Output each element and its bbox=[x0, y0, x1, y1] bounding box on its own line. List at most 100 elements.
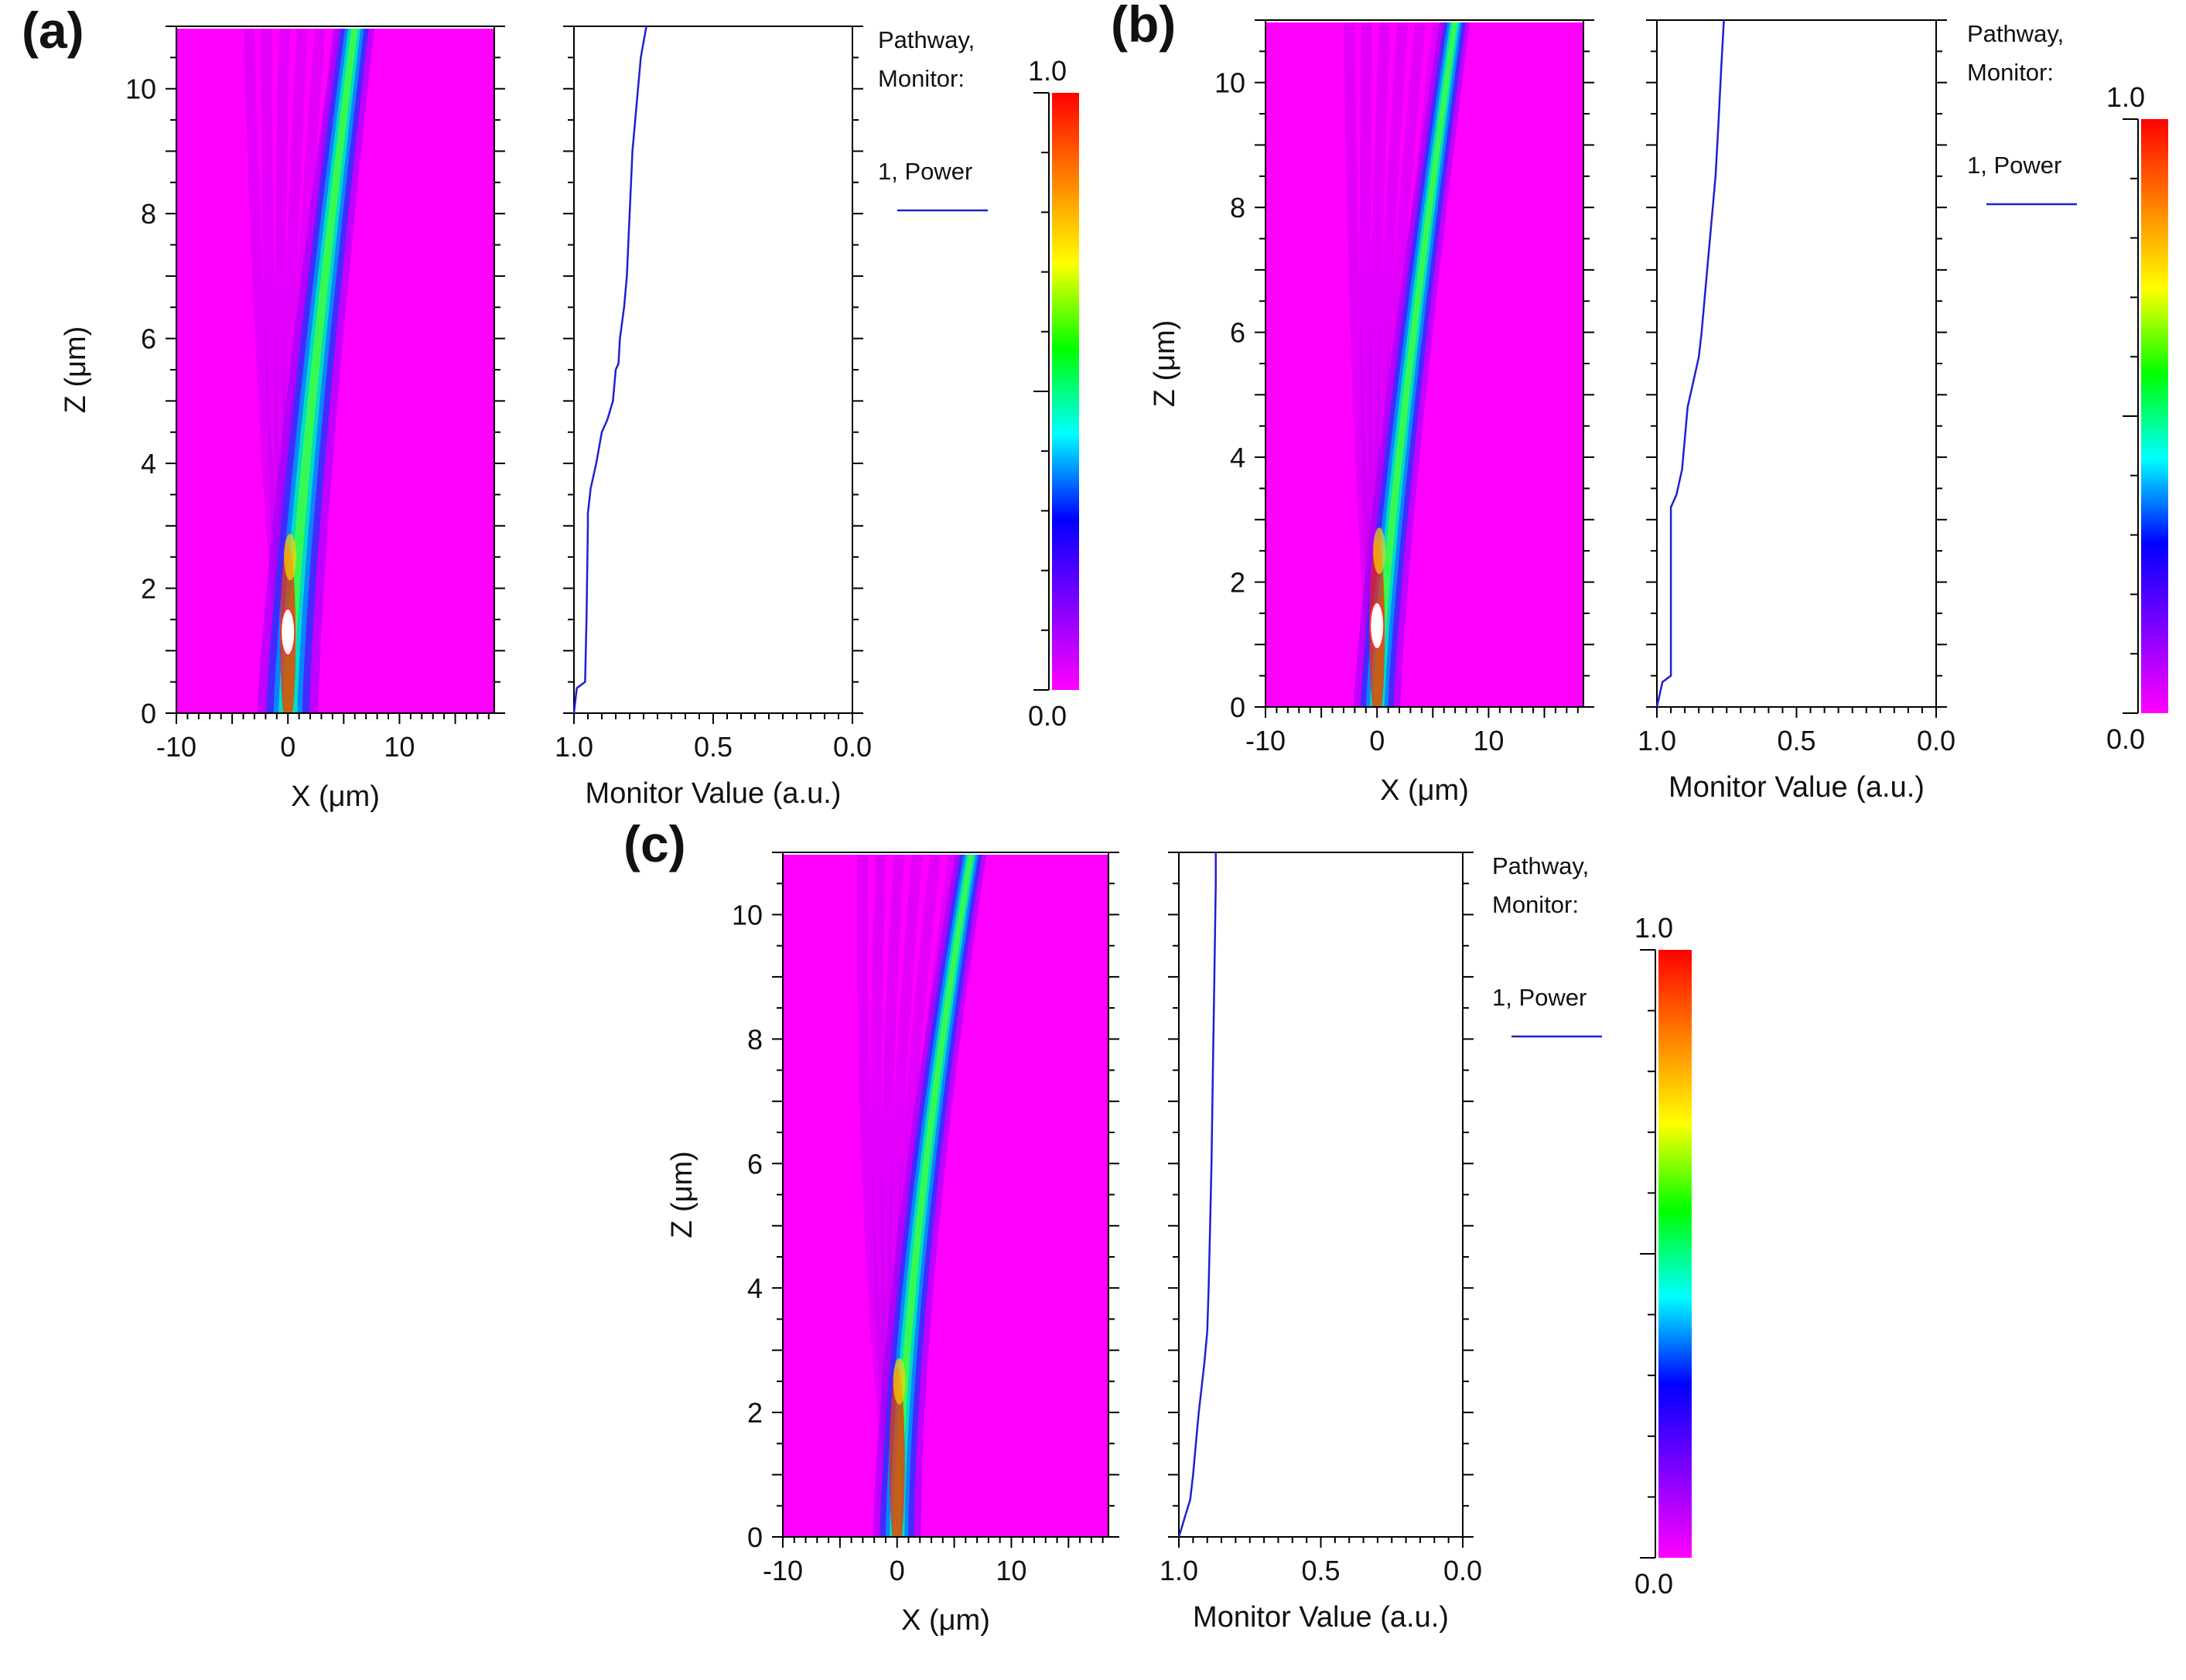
x-tick-label: 10 bbox=[384, 731, 415, 763]
y-tick-label: 8 bbox=[141, 198, 156, 230]
x-tick-label: 0 bbox=[280, 731, 295, 763]
monitor-plot: 1.0 0.5 0.0 Monitor Value (a.u.) bbox=[555, 26, 872, 810]
monitor-x-tick-label: 1.0 bbox=[555, 731, 593, 763]
beam-layer bbox=[282, 26, 358, 713]
legend-title-2: Monitor: bbox=[1492, 891, 1579, 918]
colorbar: 1.0 0.0 bbox=[1634, 912, 1692, 1600]
monitor-legend: Pathway, Monitor: 1, Power bbox=[1967, 20, 2077, 206]
y-tick-label: 8 bbox=[747, 1023, 763, 1055]
colorbar-max-label: 1.0 bbox=[1634, 912, 1673, 944]
legend-title-1: Pathway, bbox=[1967, 20, 2064, 47]
heatmap-top-edge bbox=[1265, 20, 1583, 22]
y-tick-label: 4 bbox=[747, 1272, 763, 1304]
x-tick-label: -10 bbox=[156, 731, 196, 763]
y-axis-title: Z (μm) bbox=[666, 1151, 698, 1238]
monitor-x-tick-label: 0.5 bbox=[694, 731, 733, 763]
y-tick-label: 4 bbox=[141, 448, 156, 480]
heatmap-top-edge bbox=[176, 26, 494, 29]
colorbar-gradient-rect bbox=[1658, 950, 1692, 1558]
panel-label: (b) bbox=[1111, 0, 1176, 53]
monitor-x-tick-label: 1.0 bbox=[1638, 725, 1676, 756]
colorbar-max-label: 1.0 bbox=[2106, 81, 2145, 113]
heatmap-x-axis: -10 0 10X (μm) bbox=[1245, 707, 1579, 807]
heatmap-field bbox=[1265, 20, 1583, 707]
monitor-x-axis-title: Monitor Value (a.u.) bbox=[586, 777, 842, 810]
colorbar-min-label: 0.0 bbox=[1634, 1568, 1673, 1600]
y-tick-label: 6 bbox=[141, 323, 156, 355]
heatmap-x-axis: -10 0 10X (μm) bbox=[763, 1537, 1104, 1637]
monitor-plot: 1.0 0.5 0.0 Monitor Value (a.u.) bbox=[1160, 852, 1482, 1634]
beam-layer bbox=[1373, 20, 1458, 707]
power-monitor-line bbox=[1655, 19, 1725, 708]
beam-warm-core bbox=[284, 534, 297, 581]
colorbar: 1.0 0.0 bbox=[2106, 81, 2168, 755]
y-tick-label: 10 bbox=[732, 899, 763, 930]
heatmap-field bbox=[783, 852, 1108, 1537]
colorbar-gradient-rect bbox=[2141, 119, 2168, 713]
field-heatmap bbox=[176, 26, 495, 714]
heatmap-x-axis: -10 0 10X (μm) bbox=[156, 713, 490, 813]
legend-entry-label: 1, Power bbox=[1967, 152, 2061, 179]
saturated-hotspot bbox=[1369, 602, 1385, 650]
x-tick-label: 0 bbox=[890, 1555, 905, 1586]
y-axis-title: Z (μm) bbox=[1149, 320, 1181, 408]
field-heatmap bbox=[1265, 19, 1584, 708]
power-monitor-line bbox=[572, 26, 647, 714]
y-tick-label: 10 bbox=[1214, 67, 1245, 99]
monitor-x-tick-label: 0.5 bbox=[1301, 1555, 1340, 1586]
monitor-x-tick-label: 0.0 bbox=[1443, 1555, 1482, 1586]
x-tick-label: 10 bbox=[996, 1555, 1026, 1586]
legend-title-2: Monitor: bbox=[878, 65, 965, 92]
y-tick-label: 0 bbox=[141, 698, 156, 729]
beam-warm-core bbox=[1373, 528, 1386, 575]
y-tick-label: 10 bbox=[125, 73, 156, 105]
beam-warm-core bbox=[893, 1357, 906, 1405]
y-tick-label: 2 bbox=[1230, 567, 1245, 599]
x-tick-label: 10 bbox=[1473, 725, 1504, 756]
heatmap-y-axis: 0 2 4 6 8 10 Z (μm) bbox=[1149, 19, 1594, 723]
heatmap-top-edge bbox=[783, 852, 1108, 855]
heatmap-y-axis: 0 2 4 6 8 10 Z (μm) bbox=[60, 26, 505, 729]
heatmap-y-axis: 0 2 4 6 8 10 Z (μm) bbox=[666, 852, 1119, 1553]
power-monitor-line bbox=[1177, 852, 1217, 1538]
colorbar-min-label: 0.0 bbox=[2106, 723, 2145, 755]
monitor-x-axis-title: Monitor Value (a.u.) bbox=[1193, 1601, 1449, 1634]
x-axis-title: X (μm) bbox=[901, 1604, 990, 1637]
monitor-plot: 1.0 0.5 0.0 Monitor Value (a.u.) bbox=[1638, 19, 1955, 804]
x-axis-title: X (μm) bbox=[291, 780, 380, 813]
legend-title-1: Pathway, bbox=[1492, 852, 1589, 879]
x-tick-label: -10 bbox=[763, 1555, 803, 1586]
heatmap-field bbox=[176, 26, 494, 713]
monitor-x-tick-label: 0.5 bbox=[1777, 725, 1815, 756]
y-tick-label: 0 bbox=[747, 1521, 763, 1553]
legend-entry-label: 1, Power bbox=[1492, 984, 1587, 1011]
y-tick-label: 4 bbox=[1230, 442, 1245, 473]
x-tick-label: -10 bbox=[1245, 725, 1286, 756]
panel-label: (c) bbox=[623, 815, 686, 872]
y-axis-title: Z (μm) bbox=[60, 326, 92, 414]
monitor-x-axis-title: Monitor Value (a.u.) bbox=[1669, 771, 1925, 804]
y-tick-label: 2 bbox=[747, 1397, 763, 1429]
y-tick-label: 0 bbox=[1230, 691, 1245, 723]
monitor-frame bbox=[573, 26, 853, 714]
monitor-legend: Pathway, Monitor: 1, Power bbox=[878, 26, 988, 212]
colorbar-gradient-rect bbox=[1052, 93, 1079, 690]
monitor-x-tick-label: 0.0 bbox=[833, 731, 872, 763]
y-tick-label: 2 bbox=[141, 573, 156, 605]
colorbar: 1.0 0.0 bbox=[1028, 55, 1079, 732]
beam-layer bbox=[890, 852, 976, 1537]
monitor-x-tick-label: 1.0 bbox=[1160, 1555, 1198, 1586]
legend-title-1: Pathway, bbox=[878, 26, 975, 53]
monitor-frame bbox=[1178, 852, 1464, 1538]
y-tick-label: 8 bbox=[1230, 192, 1245, 224]
field-heatmap bbox=[782, 852, 1109, 1538]
monitor-legend: Pathway, Monitor: 1, Power bbox=[1492, 852, 1602, 1038]
panel-label: (a) bbox=[22, 2, 84, 59]
y-tick-label: 6 bbox=[747, 1148, 763, 1180]
colorbar-min-label: 0.0 bbox=[1028, 700, 1067, 732]
